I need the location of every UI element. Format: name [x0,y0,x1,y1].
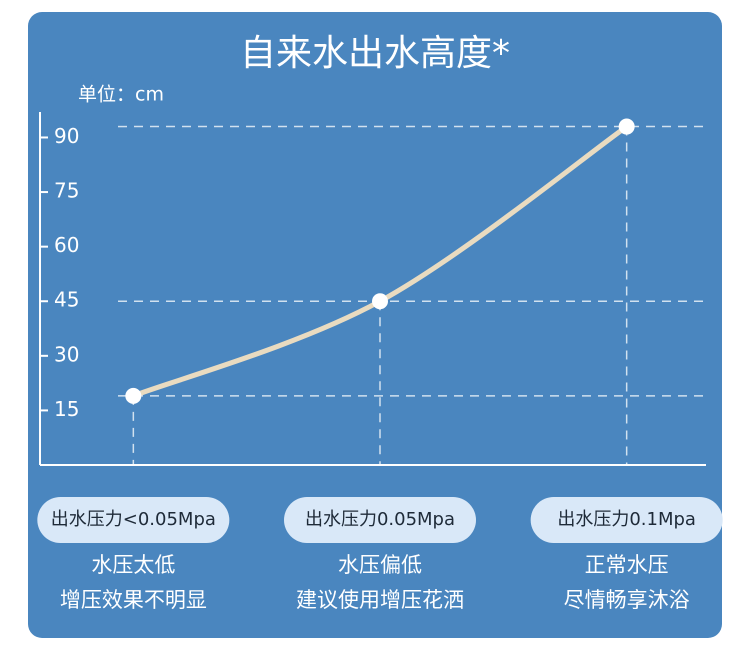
caption: 水压太低 [91,553,175,577]
y-tick-label: 30 [54,342,79,366]
category-pill [37,497,230,543]
point [618,118,635,135]
y-tick-label: 15 [54,397,79,421]
chart-title: 自来水出水高度* [240,33,510,74]
unit-label: 单位：cm [78,84,164,106]
caption: 尽情畅享沐浴 [564,588,690,612]
x-tick-label: 出水压力0.1Mpa [557,509,696,530]
category-pill [284,497,476,543]
y-tick-label: 45 [54,288,79,312]
x-tick-label: 出水压力0.05Mpa [305,509,455,530]
category-pill [530,497,723,543]
caption: 正常水压 [585,553,669,577]
x-tick-label: 出水压力<0.05Mpa [51,509,216,530]
y-tick-label: 90 [54,124,79,148]
caption: 增压效果不明显 [60,588,207,612]
caption: 水压偏低 [338,553,422,577]
caption: 建议使用增压花洒 [296,588,464,612]
panel [28,12,722,638]
point [372,293,388,310]
y-tick-label: 75 [54,179,79,203]
y-tick-label: 60 [54,233,79,257]
point [125,387,142,404]
